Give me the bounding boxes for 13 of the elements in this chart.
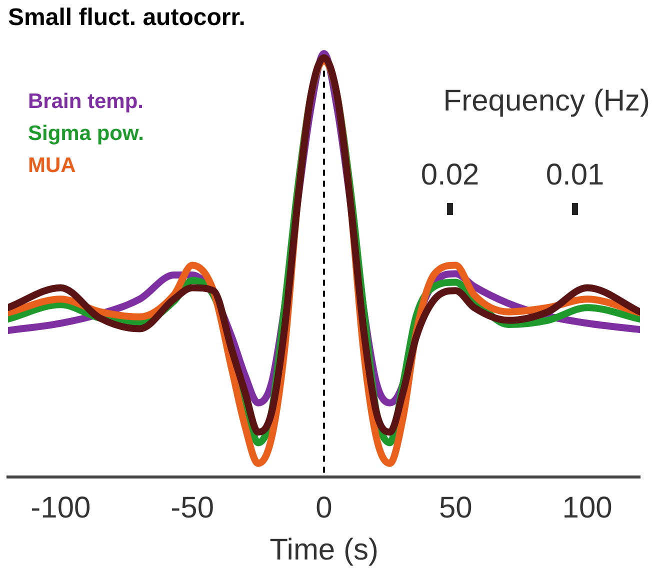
x-tick-label: -50 bbox=[170, 491, 214, 524]
annotation: 0.01 bbox=[546, 158, 604, 192]
text: MUA bbox=[28, 154, 76, 177]
annotation: Frequency (Hz) bbox=[443, 84, 650, 118]
x-tick-label: -100 bbox=[30, 491, 91, 524]
text: Sigma pow. bbox=[28, 122, 144, 145]
annotation: 0.02 bbox=[420, 158, 480, 192]
x-tick-label: 50 bbox=[438, 491, 472, 524]
x-axis-title: Time (s) bbox=[270, 533, 378, 566]
chart-title: Small fluct. autocorr. bbox=[8, 4, 246, 32]
x-tick-label: 100 bbox=[562, 491, 612, 524]
x-tick-label: 0 bbox=[316, 491, 332, 524]
text: Brain temp. bbox=[28, 90, 144, 113]
